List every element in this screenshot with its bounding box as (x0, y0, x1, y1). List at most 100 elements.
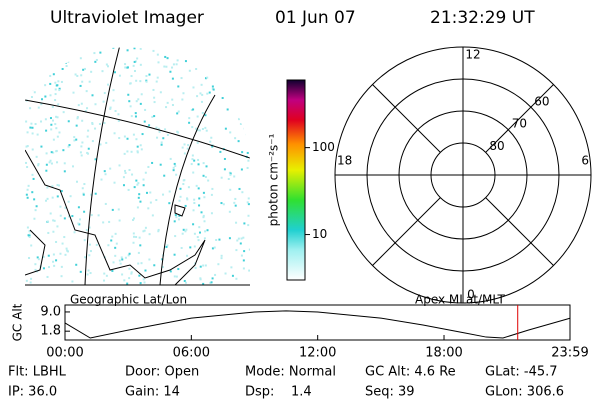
dot (231, 73, 234, 76)
dot (143, 281, 146, 284)
dot (82, 192, 85, 195)
dot (188, 121, 191, 124)
dot (202, 162, 205, 165)
dot (45, 163, 48, 166)
dot (109, 167, 112, 170)
dot (220, 254, 223, 257)
dot (186, 197, 189, 200)
dot (81, 187, 84, 190)
dot (88, 80, 91, 83)
dot (215, 238, 218, 241)
dot (132, 64, 135, 67)
dot (201, 128, 204, 131)
dot (177, 110, 180, 113)
dot (31, 148, 34, 151)
dot (136, 183, 139, 186)
dot (199, 278, 202, 281)
dot (65, 247, 68, 250)
dot (208, 91, 211, 94)
dot (45, 62, 48, 65)
dot (118, 259, 121, 262)
dot (173, 275, 176, 278)
dot (159, 91, 162, 94)
dot (140, 93, 143, 96)
dot (169, 70, 172, 73)
dot (139, 200, 142, 203)
dot (139, 63, 142, 66)
dot (30, 277, 33, 280)
dot (124, 66, 127, 69)
dot (157, 230, 160, 233)
colorbar (286, 79, 306, 281)
dot (200, 59, 203, 62)
dot (26, 166, 29, 169)
dot (65, 65, 68, 67)
dot (192, 108, 195, 111)
dot (139, 102, 142, 105)
dot (229, 131, 232, 134)
dot (79, 57, 82, 60)
dot (52, 219, 55, 222)
dot (214, 273, 217, 276)
dot (193, 245, 196, 248)
dot (83, 210, 86, 213)
dot (80, 74, 83, 77)
dot (132, 217, 135, 220)
info-field: Dsp: 1.4 (245, 385, 312, 400)
dot (205, 58, 208, 61)
dot (149, 191, 152, 194)
dot (171, 98, 174, 101)
dot (228, 80, 231, 83)
dot (133, 69, 136, 72)
dot (139, 244, 142, 247)
dot (237, 140, 240, 143)
x-tick-label: 00:00 (46, 346, 83, 361)
dot (187, 144, 190, 147)
dot (104, 173, 107, 176)
dot (231, 77, 234, 80)
dot (31, 89, 34, 92)
dot (177, 268, 180, 271)
dot (68, 144, 71, 147)
dot (198, 129, 201, 132)
dot (87, 147, 90, 150)
dot (153, 101, 156, 104)
dot (51, 105, 54, 108)
dot (59, 53, 62, 56)
dot (114, 254, 117, 257)
dot (155, 80, 158, 83)
dot (182, 92, 185, 95)
dot (198, 231, 201, 234)
dot (59, 205, 62, 208)
dot (43, 50, 46, 53)
dot (152, 49, 155, 52)
dot (135, 235, 138, 238)
dot (216, 52, 219, 55)
dot (124, 256, 127, 259)
dot (61, 242, 64, 245)
dot (63, 170, 66, 173)
dot (48, 266, 51, 269)
dot (58, 131, 61, 134)
dot (171, 104, 174, 107)
spoke (485, 84, 554, 153)
dot (82, 68, 85, 71)
dot (55, 149, 58, 152)
dot (195, 67, 198, 70)
dot (56, 161, 59, 164)
dot (192, 223, 195, 226)
dot (52, 138, 55, 141)
dot (242, 82, 245, 85)
dot (133, 235, 136, 238)
dot (67, 200, 70, 203)
dot (220, 202, 223, 205)
dot (211, 85, 214, 88)
dot (49, 94, 52, 97)
dot (26, 145, 29, 148)
dot (173, 162, 176, 165)
dot (56, 195, 59, 198)
dot (164, 128, 167, 131)
dot (53, 58, 56, 61)
dot (202, 174, 205, 177)
dot (68, 215, 71, 218)
